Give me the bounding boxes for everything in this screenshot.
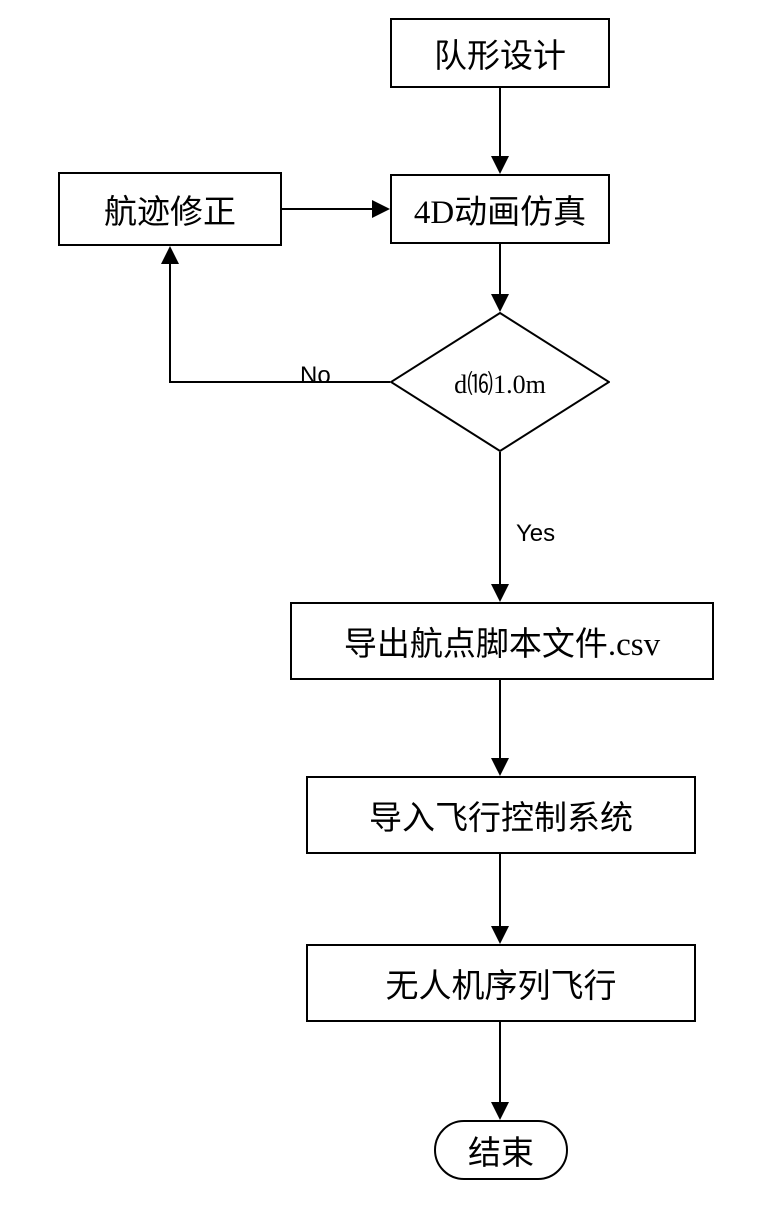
edge-n7-n8 (491, 1022, 509, 1120)
edge-n4-n5 (491, 452, 509, 602)
node-uav-sequence-flight: 无人机序列飞行 (306, 944, 696, 1022)
node-end: 结束 (434, 1120, 568, 1180)
node-4d-simulation: 4D动画仿真 (390, 174, 610, 244)
node-export-csv: 导出航点脚本文件.csv (290, 602, 714, 680)
edge-n2-n4 (491, 244, 509, 312)
node-label: 无人机序列飞行 (386, 959, 617, 1007)
edge-n5-n6 (491, 680, 509, 776)
node-label: 导入飞行控制系统 (369, 791, 633, 839)
node-label: 4D动画仿真 (414, 185, 586, 233)
node-decision-distance: d⒃1.0m (390, 312, 610, 452)
edge-n3-n2 (282, 200, 390, 218)
node-formation-design: 队形设计 (390, 18, 610, 88)
node-label: 结束 (468, 1126, 534, 1174)
node-trajectory-correction: 航迹修正 (58, 172, 282, 246)
node-label: 航迹修正 (104, 185, 236, 233)
edge-n4-n3 (161, 237, 390, 391)
node-import-flight-control: 导入飞行控制系统 (306, 776, 696, 854)
edge-label-yes: Yes (516, 520, 555, 548)
node-label: d⒃1.0m (454, 364, 546, 401)
node-label: 导出航点脚本文件.csv (344, 617, 660, 665)
edge-n1-n2 (491, 88, 509, 174)
edge-n6-n7 (491, 854, 509, 944)
node-label: 队形设计 (434, 29, 566, 77)
